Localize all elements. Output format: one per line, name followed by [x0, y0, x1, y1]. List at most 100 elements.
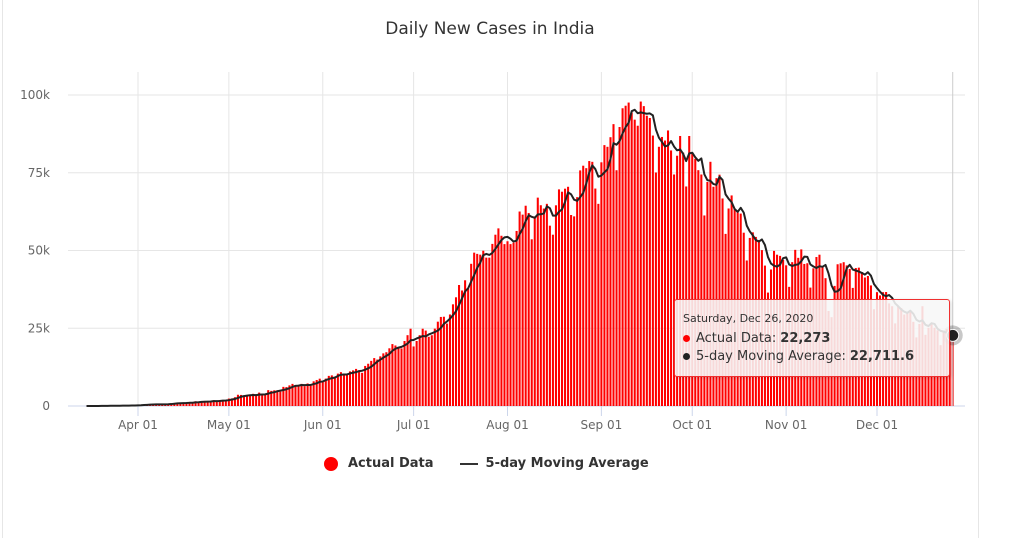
bar[interactable]	[640, 102, 642, 406]
bar[interactable]	[264, 395, 266, 406]
bar[interactable]	[513, 243, 515, 406]
bar[interactable]	[413, 346, 415, 406]
bar[interactable]	[434, 329, 436, 406]
bar[interactable]	[449, 314, 451, 406]
bar[interactable]	[670, 150, 672, 406]
bar[interactable]	[494, 235, 496, 406]
bar[interactable]	[376, 360, 378, 406]
bar[interactable]	[440, 317, 442, 406]
bar[interactable]	[543, 209, 545, 406]
bar[interactable]	[540, 205, 542, 406]
bar[interactable]	[304, 386, 306, 406]
bar[interactable]	[619, 127, 621, 406]
bar[interactable]	[503, 244, 505, 406]
bar[interactable]	[310, 386, 312, 406]
bar[interactable]	[482, 251, 484, 406]
bar[interactable]	[261, 395, 263, 406]
bar[interactable]	[367, 364, 369, 406]
legend-item-moving-average[interactable]: 5-day Moving Average	[460, 456, 649, 471]
bar[interactable]	[388, 348, 390, 406]
bar[interactable]	[246, 396, 248, 406]
bar[interactable]	[255, 396, 257, 406]
bar[interactable]	[294, 386, 296, 406]
bar[interactable]	[546, 204, 548, 406]
bar[interactable]	[609, 137, 611, 406]
bar[interactable]	[594, 189, 596, 406]
bar[interactable]	[382, 353, 384, 406]
bar[interactable]	[491, 244, 493, 406]
bar[interactable]	[519, 212, 521, 406]
bar[interactable]	[276, 390, 278, 406]
bar[interactable]	[510, 244, 512, 406]
bar[interactable]	[588, 161, 590, 406]
bar[interactable]	[400, 348, 402, 406]
bar[interactable]	[643, 106, 645, 406]
bar[interactable]	[622, 108, 624, 406]
bar[interactable]	[346, 375, 348, 406]
bar[interactable]	[307, 383, 309, 406]
bar[interactable]	[325, 379, 327, 406]
bar[interactable]	[606, 147, 608, 406]
bar[interactable]	[416, 341, 418, 406]
bar[interactable]	[334, 377, 336, 406]
bar[interactable]	[443, 317, 445, 406]
bar[interactable]	[576, 197, 578, 406]
bar[interactable]	[331, 375, 333, 406]
bar[interactable]	[379, 356, 381, 406]
bar[interactable]	[631, 113, 633, 407]
bar[interactable]	[534, 216, 536, 406]
bar[interactable]	[537, 198, 539, 406]
bar[interactable]	[476, 254, 478, 406]
bar[interactable]	[597, 204, 599, 406]
bar[interactable]	[528, 213, 530, 406]
bar[interactable]	[394, 345, 396, 406]
bar[interactable]	[361, 373, 363, 406]
bar[interactable]	[646, 116, 648, 406]
bar[interactable]	[582, 166, 584, 406]
bar[interactable]	[567, 187, 569, 406]
bar[interactable]	[561, 192, 563, 406]
bar[interactable]	[337, 374, 339, 406]
bar[interactable]	[419, 335, 421, 406]
bar[interactable]	[322, 382, 324, 406]
bar[interactable]	[340, 372, 342, 406]
bar[interactable]	[385, 352, 387, 406]
bar[interactable]	[579, 170, 581, 406]
bar[interactable]	[525, 206, 527, 406]
bar[interactable]	[249, 395, 251, 406]
bar[interactable]	[506, 241, 508, 406]
bar[interactable]	[446, 324, 448, 406]
bar[interactable]	[634, 120, 636, 406]
bar[interactable]	[237, 395, 239, 406]
bar[interactable]	[531, 239, 533, 406]
bar[interactable]	[661, 137, 663, 406]
bar[interactable]	[485, 258, 487, 406]
bar[interactable]	[352, 370, 354, 406]
bar[interactable]	[667, 130, 669, 406]
bar[interactable]	[600, 162, 602, 406]
bar[interactable]	[628, 103, 630, 406]
bar[interactable]	[549, 226, 551, 406]
bar[interactable]	[522, 215, 524, 406]
bar[interactable]	[658, 147, 660, 406]
bar[interactable]	[488, 258, 490, 406]
bar[interactable]	[391, 344, 393, 406]
bar[interactable]	[625, 106, 627, 406]
bar[interactable]	[364, 366, 366, 406]
bar[interactable]	[552, 235, 554, 406]
bar[interactable]	[355, 369, 357, 406]
bar[interactable]	[555, 205, 557, 406]
bar[interactable]	[452, 304, 454, 406]
bar[interactable]	[637, 126, 639, 406]
bar[interactable]	[425, 331, 427, 406]
bar[interactable]	[649, 118, 651, 406]
bar[interactable]	[397, 348, 399, 406]
bar[interactable]	[437, 322, 439, 406]
bar[interactable]	[407, 335, 409, 406]
legend-item-actual-data[interactable]: Actual Data	[324, 456, 434, 471]
bar[interactable]	[297, 386, 299, 406]
bar[interactable]	[328, 376, 330, 406]
bar[interactable]	[279, 392, 281, 406]
bar[interactable]	[612, 124, 614, 406]
